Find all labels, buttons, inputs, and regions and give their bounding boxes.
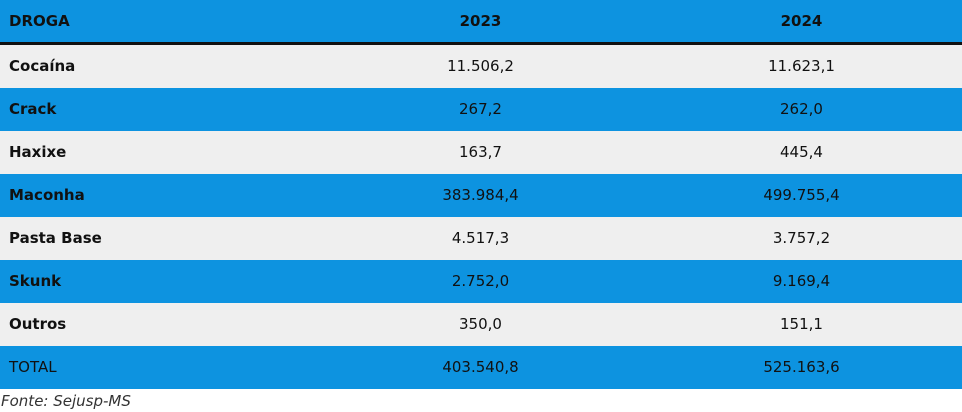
drug-name: Skunk bbox=[9, 272, 62, 290]
total-2024: 525.163,6 bbox=[763, 358, 840, 376]
value-2023: 11.506,2 bbox=[447, 57, 514, 75]
drug-name: Crack bbox=[9, 100, 57, 118]
table-header-row: DROGA 2023 2024 bbox=[0, 0, 962, 45]
value-2024: 3.757,2 bbox=[772, 229, 831, 247]
total-label: TOTAL bbox=[9, 358, 57, 376]
table-row-crack: Crack 267,2 262,0 bbox=[0, 88, 962, 131]
table-total-row: TOTAL 403.540,8 525.163,6 bbox=[0, 346, 962, 389]
value-2024: 445,4 bbox=[780, 143, 823, 161]
drug-name: Cocaína bbox=[9, 57, 76, 75]
drug-name: Haxixe bbox=[9, 143, 67, 161]
table-row-pasta-base: Pasta Base 4.517,3 3.757,2 bbox=[0, 217, 962, 260]
value-2024: 499.755,4 bbox=[763, 186, 840, 204]
header-droga: DROGA bbox=[0, 0, 320, 45]
value-2023: 350,0 bbox=[459, 315, 502, 333]
value-2024: 262,0 bbox=[780, 100, 823, 118]
table-row-outros: Outros 350,0 151,1 bbox=[0, 303, 962, 346]
value-2023: 267,2 bbox=[459, 100, 502, 118]
table-row-cocaina: Cocaína 11.506,2 11.623,1 bbox=[0, 43, 962, 88]
value-2024: 151,1 bbox=[780, 315, 823, 333]
header-2024: 2024 bbox=[641, 0, 962, 45]
drug-name: Maconha bbox=[9, 186, 85, 204]
total-2023: 403.540,8 bbox=[442, 358, 519, 376]
value-2024: 11.623,1 bbox=[768, 57, 835, 75]
drug-seizure-table: DROGA 2023 2024 Cocaína 11.506,2 11.623,… bbox=[0, 0, 962, 389]
table-row-skunk: Skunk 2.752,0 9.169,4 bbox=[0, 260, 962, 303]
table-row-maconha: Maconha 383.984,4 499.755,4 bbox=[0, 174, 962, 217]
value-2023: 163,7 bbox=[459, 143, 502, 161]
table-row-haxixe: Haxixe 163,7 445,4 bbox=[0, 131, 962, 174]
value-2023: 383.984,4 bbox=[442, 186, 519, 204]
value-2023: 4.517,3 bbox=[451, 229, 510, 247]
value-2023: 2.752,0 bbox=[451, 272, 510, 290]
drug-name: Outros bbox=[9, 315, 67, 333]
drug-name: Pasta Base bbox=[9, 229, 102, 247]
header-2023: 2023 bbox=[320, 0, 641, 45]
source-caption: Fonte: Sejusp-MS bbox=[1, 392, 131, 410]
value-2024: 9.169,4 bbox=[772, 272, 831, 290]
